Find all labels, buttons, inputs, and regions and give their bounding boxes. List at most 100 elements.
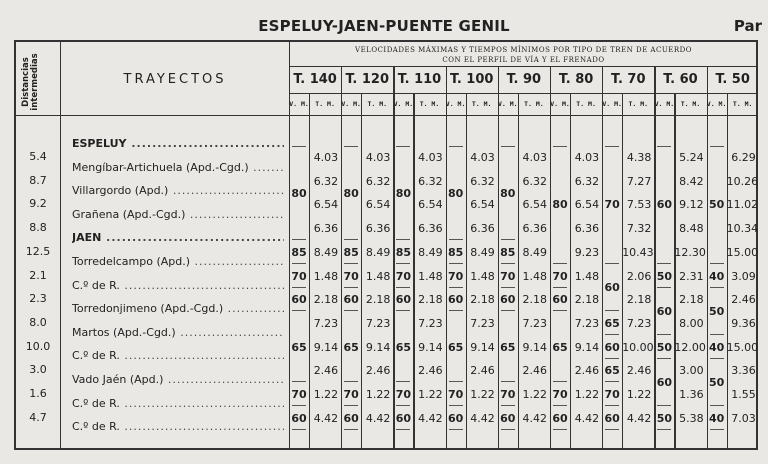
vm-value: 85 [500, 245, 516, 259]
tm-value: 1.48 [522, 269, 547, 283]
span-divider [292, 310, 306, 312]
vm-value: 70 [395, 269, 412, 283]
distance-value: 8.7 [29, 173, 47, 187]
span-divider [292, 262, 306, 264]
vm-value: 50 [708, 376, 725, 390]
vm-value: 60 [291, 411, 307, 425]
tm-value: 1.48 [418, 269, 443, 283]
station-name: Vado Jaén (Apd.) [72, 373, 164, 386]
tm-value: 9.14 [365, 340, 391, 354]
tm-value: 8.42 [679, 174, 704, 188]
tm-value: 15.00 [726, 245, 759, 259]
vm-value: 60 [552, 293, 568, 307]
span-divider [448, 428, 463, 430]
tm-value: 6.29 [731, 151, 756, 164]
vm-value: 50 [656, 411, 673, 425]
span-divider [605, 428, 620, 430]
span-divider [553, 262, 567, 264]
leader-dots: ........................................… [167, 373, 284, 386]
vm-value: 65 [447, 340, 464, 354]
vm-value: 50 [656, 340, 673, 354]
tm-value: 1.22 [365, 388, 391, 401]
span-divider [553, 146, 567, 147]
span-divider [292, 381, 306, 383]
vm-value: 60 [604, 340, 620, 354]
span-divider [396, 146, 411, 147]
tm-value: 9.14 [522, 340, 547, 354]
span-divider [344, 428, 359, 430]
tm-value: 9.12 [679, 198, 704, 212]
station-row: ESPELUY ................................… [72, 137, 284, 150]
train-type-label: T. 80 [558, 72, 594, 87]
tm-value: 8.49 [365, 245, 391, 259]
station-name: JAEN [72, 231, 102, 245]
tm-subheader: T. M. [524, 100, 544, 108]
station-row: C.º de R. ..............................… [72, 279, 284, 292]
vm-value: 60 [343, 293, 359, 307]
leader-dots: ........................................… [124, 349, 284, 363]
span-divider [396, 428, 411, 430]
tm-value: 9.14 [470, 340, 495, 354]
tm-value: 2.46 [522, 364, 547, 378]
station-row: Martos (Apd.-Cgd.) .....................… [72, 326, 284, 339]
vm-value: 70 [447, 388, 464, 401]
vm-value: 70 [291, 269, 307, 283]
vm-value: 70 [395, 388, 412, 401]
span-divider [344, 381, 359, 383]
tm-value: 1.22 [626, 388, 652, 401]
span-divider [657, 428, 672, 430]
tm-value: 6.32 [418, 174, 443, 188]
page-title: ESPELUY-JAEN-PUENTE GENIL [258, 17, 510, 35]
tm-value: 6.54 [574, 198, 600, 212]
span-divider [709, 146, 724, 147]
tm-subheader: T. M. [367, 100, 388, 108]
vm-value: 60 [552, 411, 568, 425]
tm-value: 2.31 [679, 269, 704, 283]
tm-value: 15.00 [726, 340, 759, 354]
tm-value: 6.36 [522, 222, 547, 236]
vm-value: 70 [604, 198, 620, 212]
tm-value: 6.54 [313, 198, 339, 212]
vm-subheader: V. M. [550, 100, 570, 108]
span-divider [292, 146, 306, 147]
leader-dots: ........................................… [131, 137, 284, 150]
span-divider [709, 262, 724, 264]
span-divider [709, 428, 724, 430]
vm-value: 60 [604, 411, 620, 425]
divider [445, 66, 447, 450]
span-divider [396, 239, 411, 241]
tm-value: 2.46 [731, 293, 756, 307]
vm-value: 80 [447, 186, 464, 200]
tm-value: 7.23 [522, 316, 547, 330]
tm-value: 2.18 [574, 293, 600, 307]
span-divider [448, 262, 463, 264]
vm-value: 85 [447, 245, 464, 259]
vm-value: 65 [604, 316, 620, 330]
tm-subheader: T. M. [732, 100, 753, 108]
divider [290, 93, 756, 95]
span-divider [292, 405, 306, 406]
divider [393, 66, 395, 450]
span-divider [344, 146, 359, 147]
span-divider [292, 239, 306, 241]
divider [309, 93, 311, 450]
vm-value: 80 [500, 186, 516, 200]
leader-dots: ........................................… [172, 184, 284, 198]
leader-dots: ........................................… [180, 325, 284, 339]
vm-value: 80 [395, 186, 412, 200]
tm-value: 6.36 [313, 222, 339, 236]
vm-value: 70 [343, 269, 359, 283]
span-divider [553, 381, 567, 383]
vm-value: 80 [291, 186, 307, 200]
tm-value: 6.32 [470, 174, 495, 188]
station-name: Torredelcampo (Apd.) [72, 255, 191, 268]
divider [517, 93, 520, 450]
tm-value: 2.18 [418, 293, 443, 307]
vm-value: 60 [395, 293, 412, 307]
span-divider [292, 286, 306, 288]
tm-value: 1.22 [522, 388, 547, 401]
station-name: Torredonjimeno (Apd.-Cgd.) [72, 302, 224, 316]
tm-value: 4.42 [626, 411, 652, 425]
leader-dots: ........................................… [253, 160, 284, 174]
station-row: C.º de R. ..............................… [72, 397, 284, 410]
